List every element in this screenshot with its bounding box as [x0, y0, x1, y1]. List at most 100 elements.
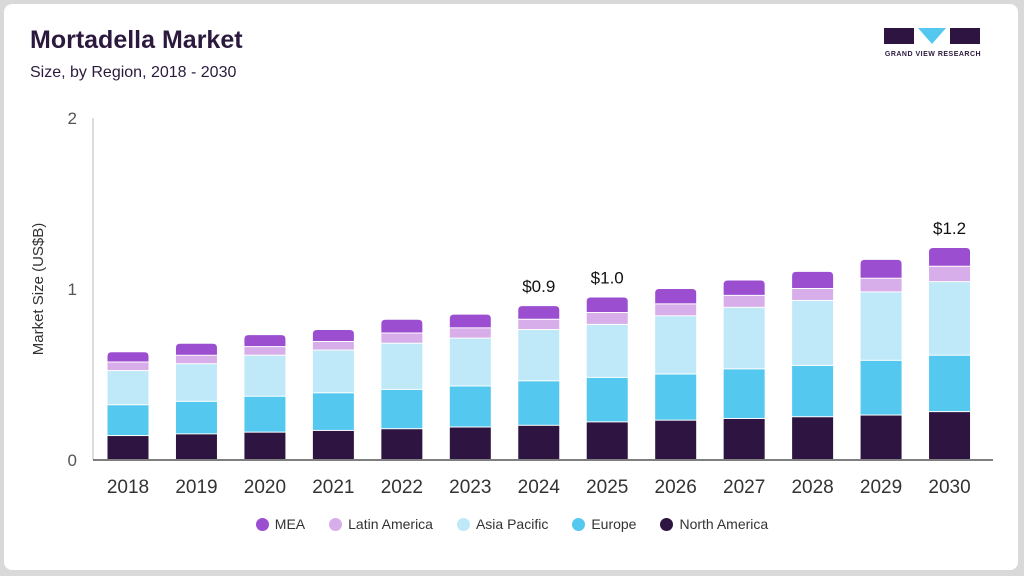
bar-segment-europe-2025: [586, 377, 628, 422]
bar-segment-mea-2030: [929, 247, 971, 266]
bar-segment-latin-america-2023: [449, 328, 491, 338]
x-tick-label-2026: 2026: [655, 477, 697, 498]
chart-subtitle: Size, by Region, 2018 - 2030: [30, 64, 237, 81]
bar-segment-asia-pacific-2027: [723, 307, 765, 369]
bar-segment-latin-america-2026: [655, 304, 697, 316]
bar-segment-mea-2018: [107, 352, 149, 362]
bar-segment-asia-pacific-2019: [175, 364, 217, 401]
bar-segment-north-america-2030: [929, 412, 971, 459]
bar-segment-north-america-2018: [107, 436, 149, 459]
bar-segment-asia-pacific-2018: [107, 371, 149, 405]
y-tick-label: 0: [68, 451, 77, 470]
x-tick-label-2023: 2023: [449, 477, 491, 498]
bar-segment-europe-2029: [860, 360, 902, 415]
bar-segment-asia-pacific-2020: [244, 355, 286, 396]
bar-segment-latin-america-2019: [175, 355, 217, 364]
legend-swatch-asia-pacific: [456, 517, 470, 531]
x-tick-label-2022: 2022: [381, 477, 423, 498]
y-tick-label: 2: [68, 109, 77, 128]
bar-segment-asia-pacific-2026: [655, 316, 697, 374]
bar-segment-latin-america-2030: [929, 266, 971, 282]
bar-segment-latin-america-2027: [723, 295, 765, 307]
grand-view-research-logo: [884, 28, 980, 44]
bar-segment-asia-pacific-2025: [586, 324, 628, 377]
x-tick-label-2024: 2024: [518, 477, 561, 498]
bar-segment-asia-pacific-2024: [518, 330, 560, 381]
x-tick-label-2021: 2021: [312, 477, 354, 498]
bar-segment-mea-2024: [518, 306, 560, 319]
legend-item-latin-america: Latin America: [329, 516, 433, 532]
legend-swatch-north-america: [660, 517, 674, 531]
bar-segment-latin-america-2024: [518, 319, 560, 330]
bar-segment-latin-america-2022: [381, 333, 423, 343]
chart-card: [4, 4, 1018, 570]
bar-segment-mea-2029: [860, 259, 902, 278]
bar-segment-north-america-2023: [449, 427, 491, 459]
legend-item-mea: MEA: [255, 516, 306, 532]
x-tick-label-2029: 2029: [860, 477, 902, 498]
bar-segment-europe-2020: [244, 396, 286, 432]
legend-swatch-latin-america: [329, 517, 343, 531]
x-tick-label-2030: 2030: [928, 477, 970, 498]
legend-item-europe: Europe: [572, 516, 636, 532]
bar-segment-mea-2021: [312, 330, 354, 342]
bar-segment-mea-2023: [449, 314, 491, 328]
bar-segment-mea-2027: [723, 280, 765, 295]
bar-segment-north-america-2027: [723, 418, 765, 459]
bar-segment-mea-2020: [244, 335, 286, 347]
bar-segment-mea-2022: [381, 319, 423, 333]
data-label-2030: $1.2: [933, 219, 966, 238]
bar-segment-north-america-2019: [175, 434, 217, 459]
x-tick-label-2027: 2027: [723, 477, 765, 498]
legend-item-asia-pacific: Asia Pacific: [456, 516, 549, 532]
bar-segment-latin-america-2028: [792, 289, 834, 300]
logo-text: GRAND VIEW RESEARCH: [884, 51, 982, 58]
chart-title: Mortadella Market: [30, 26, 243, 54]
bar-segment-north-america-2022: [381, 429, 423, 459]
bar-segment-europe-2024: [518, 381, 560, 425]
bar-segment-north-america-2026: [655, 420, 697, 459]
data-label-2025: $1.0: [591, 269, 624, 288]
bar-segment-north-america-2021: [312, 430, 354, 459]
bar-segment-latin-america-2029: [860, 278, 902, 292]
bar-segment-asia-pacific-2023: [449, 338, 491, 386]
bar-segment-europe-2022: [381, 389, 423, 429]
bar-segment-north-america-2020: [244, 432, 286, 459]
bar-segment-latin-america-2020: [244, 347, 286, 355]
bar-segment-europe-2030: [929, 355, 971, 412]
bar-segment-asia-pacific-2021: [312, 350, 354, 393]
bar-segment-north-america-2024: [518, 425, 560, 459]
bar-segment-asia-pacific-2030: [929, 282, 971, 355]
y-axis-label: Market Size (US$B): [30, 223, 47, 356]
legend-label-north-america: North America: [679, 516, 769, 532]
bar-segment-europe-2021: [312, 393, 354, 430]
legend-label-europe: Europe: [591, 516, 637, 532]
x-tick-label-2018: 2018: [107, 477, 149, 498]
bar-segment-latin-america-2025: [586, 312, 628, 324]
bar-segment-latin-america-2018: [107, 362, 149, 371]
x-tick-label-2019: 2019: [175, 477, 217, 498]
bar-segment-mea-2026: [655, 289, 697, 304]
x-tick-label-2028: 2028: [791, 477, 833, 498]
x-tick-label-2020: 2020: [244, 477, 286, 498]
bar-segment-north-america-2029: [860, 415, 902, 459]
data-label-2024: $0.9: [522, 277, 555, 296]
legend-item-north-america: North America: [660, 516, 768, 532]
bar-segment-latin-america-2021: [312, 342, 354, 350]
x-tick-label-2025: 2025: [586, 477, 628, 498]
legend-label-asia-pacific: Asia Pacific: [475, 516, 549, 532]
bar-segment-mea-2025: [586, 297, 628, 312]
bar-segment-asia-pacific-2029: [860, 292, 902, 360]
y-tick-label: 1: [68, 280, 77, 299]
bar-segment-europe-2026: [655, 374, 697, 420]
bar-segment-asia-pacific-2028: [792, 300, 834, 365]
bar-segment-mea-2019: [175, 343, 217, 355]
chart-legend: MEA Latin America Asia Pacific Europe North …: [0, 516, 1024, 532]
bar-segment-mea-2028: [792, 271, 834, 288]
bar-segment-north-america-2028: [792, 417, 834, 459]
bar-segment-europe-2028: [792, 365, 834, 417]
bar-segment-europe-2018: [107, 405, 149, 436]
legend-label-mea: MEA: [274, 516, 306, 532]
bar-segment-europe-2023: [449, 386, 491, 427]
